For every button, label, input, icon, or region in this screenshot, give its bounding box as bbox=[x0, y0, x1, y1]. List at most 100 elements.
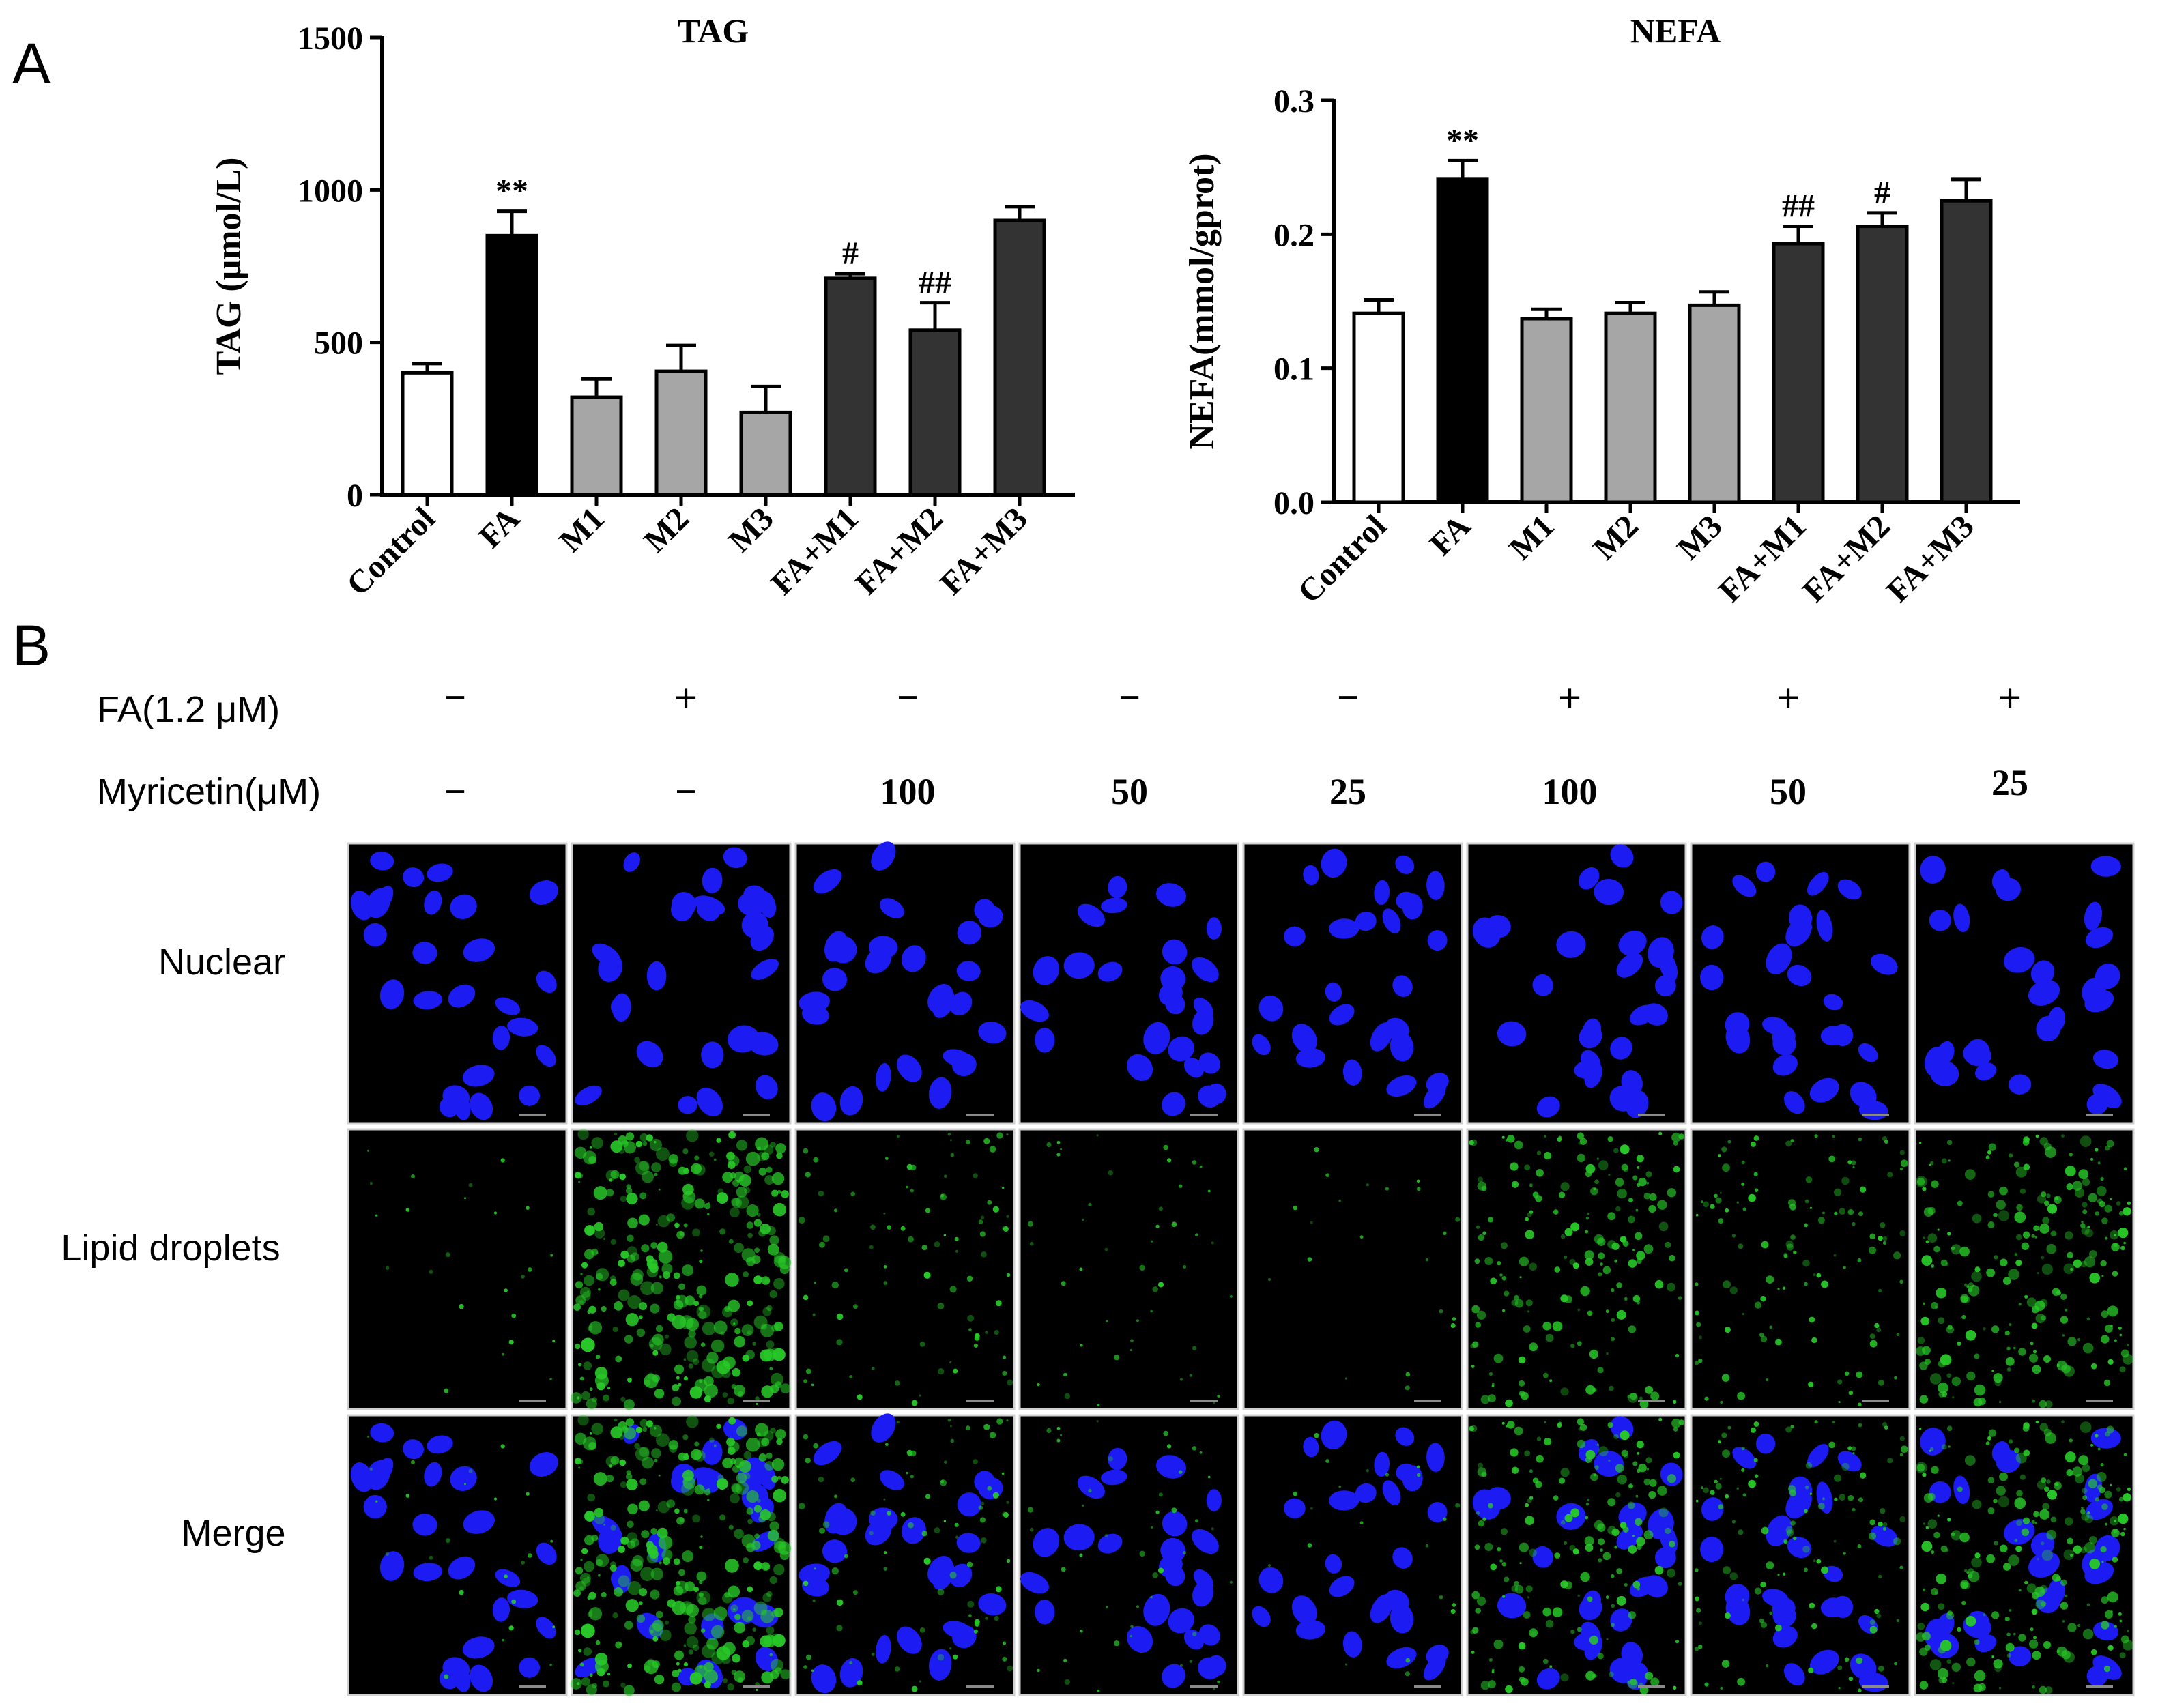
lipid-droplet bbox=[968, 1328, 972, 1331]
lipid-droplet bbox=[760, 1349, 773, 1362]
lipid-droplet bbox=[614, 1301, 623, 1311]
lipid-droplet bbox=[771, 1372, 783, 1386]
lipid-droplet bbox=[954, 1236, 959, 1241]
lipid-droplet bbox=[581, 1391, 590, 1400]
nucleus bbox=[1423, 1082, 1446, 1109]
lipid-droplet bbox=[678, 1569, 685, 1576]
lipid-droplet bbox=[2120, 1245, 2125, 1251]
lipid-droplet bbox=[1754, 1301, 1762, 1309]
lipid-droplet bbox=[1493, 1353, 1504, 1363]
lipid-droplet bbox=[940, 1479, 947, 1486]
nucleus bbox=[839, 1086, 863, 1116]
lipid-droplet bbox=[1961, 1600, 1966, 1606]
scale-bar bbox=[743, 1114, 770, 1116]
lipid-droplet bbox=[762, 1593, 772, 1602]
lipid-droplet bbox=[831, 1282, 839, 1289]
lipid-droplet bbox=[732, 1179, 740, 1187]
lipid-droplet bbox=[652, 1619, 664, 1632]
lipid-droplet bbox=[967, 1600, 975, 1608]
lipid-droplet bbox=[1064, 1679, 1070, 1685]
lipid-droplet bbox=[609, 1178, 613, 1182]
lipid-droplet bbox=[1491, 1385, 1495, 1387]
lipid-droplet bbox=[595, 1559, 603, 1567]
lipid-droplet bbox=[2118, 1514, 2129, 1524]
nucleus bbox=[1192, 1580, 1214, 1607]
lipid-droplet bbox=[1882, 1422, 1888, 1428]
y-axis-label: TAG (μmol/L) bbox=[210, 158, 248, 375]
lipid-droplet bbox=[1580, 1286, 1590, 1297]
lipid-droplet bbox=[803, 1580, 809, 1587]
lipid-droplet bbox=[1611, 1528, 1620, 1536]
lipid-droplet bbox=[1927, 1519, 1938, 1529]
lipid-droplet bbox=[1194, 1519, 1198, 1523]
lipid-droplet bbox=[1946, 1373, 1952, 1378]
lipid-droplet bbox=[1602, 1552, 1611, 1561]
lipid-droplet bbox=[607, 1387, 611, 1390]
lipid-droplet bbox=[1544, 1135, 1547, 1138]
nucleus bbox=[1807, 1443, 1829, 1468]
lipid-droplet bbox=[1922, 1187, 1927, 1191]
lipid-droplet bbox=[2009, 1609, 2012, 1612]
lipid-droplet bbox=[2101, 1561, 2104, 1563]
lipid-droplet bbox=[2003, 1277, 2011, 1285]
lipid-droplet bbox=[698, 1306, 704, 1312]
panel-label-a: A bbox=[12, 31, 51, 96]
lipid-droplet bbox=[580, 1337, 595, 1352]
lipid-droplet bbox=[688, 1363, 693, 1369]
lipid-droplet bbox=[1639, 1396, 1643, 1400]
lipid-droplet bbox=[1499, 1273, 1503, 1277]
lipid-droplet bbox=[2119, 1619, 2123, 1623]
lipid-droplet bbox=[1525, 1230, 1534, 1239]
lipid-droplet bbox=[776, 1152, 783, 1159]
micrograph-frame bbox=[1466, 842, 1687, 1125]
lipid-droplet bbox=[579, 1572, 591, 1584]
lipid-droplet bbox=[966, 1561, 973, 1567]
lipid-droplet bbox=[1809, 1316, 1815, 1323]
lipid-droplet bbox=[869, 1531, 874, 1535]
scale-bar bbox=[2086, 1400, 2113, 1402]
lipid-droplet bbox=[584, 1561, 594, 1572]
lipid-droplet bbox=[2030, 1342, 2034, 1346]
lipid-droplet bbox=[732, 1367, 740, 1377]
lipid-droplet bbox=[1720, 1400, 1723, 1404]
lipid-droplet bbox=[1552, 1607, 1563, 1617]
lipid-droplet bbox=[1136, 1605, 1140, 1608]
lipid-droplet bbox=[1665, 1527, 1671, 1534]
lipid-droplet bbox=[2103, 1665, 2111, 1673]
lipid-droplet bbox=[805, 1172, 811, 1178]
bar-fa bbox=[485, 233, 538, 497]
lipid-droplet bbox=[1917, 1623, 1925, 1630]
lipid-droplet bbox=[1510, 1448, 1519, 1457]
lipid-droplet bbox=[2081, 1512, 2090, 1521]
lipid-droplet bbox=[766, 1591, 773, 1597]
lipid-droplet bbox=[2016, 1234, 2022, 1241]
lipid-droplet bbox=[2035, 1134, 2039, 1138]
lipid-droplet bbox=[756, 1499, 761, 1503]
lipid-droplet bbox=[818, 1190, 824, 1197]
lipid-droplet bbox=[1998, 1210, 2010, 1221]
lipid-droplet bbox=[686, 1129, 699, 1142]
lipid-droplet bbox=[587, 1493, 595, 1502]
lipid-droplet bbox=[627, 1234, 634, 1243]
lipid-droplet bbox=[664, 1620, 670, 1625]
lipid-droplet bbox=[2045, 1432, 2056, 1444]
lipid-droplet bbox=[887, 1225, 891, 1230]
lipid-droplet bbox=[1643, 1530, 1654, 1540]
lipid-droplet bbox=[635, 1140, 643, 1148]
lipid-droplet bbox=[700, 1628, 706, 1633]
lipid-droplet bbox=[549, 1664, 552, 1666]
lipid-droplet bbox=[1139, 1264, 1145, 1271]
lipid-droplet bbox=[1584, 1536, 1594, 1546]
lipid-droplet bbox=[659, 1561, 662, 1565]
lipid-droplet bbox=[1933, 1531, 1940, 1539]
lipid-droplet bbox=[375, 1500, 378, 1503]
lipid-droplet bbox=[849, 1661, 853, 1665]
lipid-droplet bbox=[1723, 1566, 1731, 1575]
lipid-droplet bbox=[1857, 1258, 1862, 1262]
nucleus bbox=[865, 1519, 892, 1546]
lipid-droplet bbox=[761, 1276, 771, 1285]
lipid-droplet bbox=[1727, 1425, 1731, 1430]
lipid-droplet bbox=[717, 1474, 724, 1481]
lipid-droplet bbox=[2089, 1536, 2097, 1544]
